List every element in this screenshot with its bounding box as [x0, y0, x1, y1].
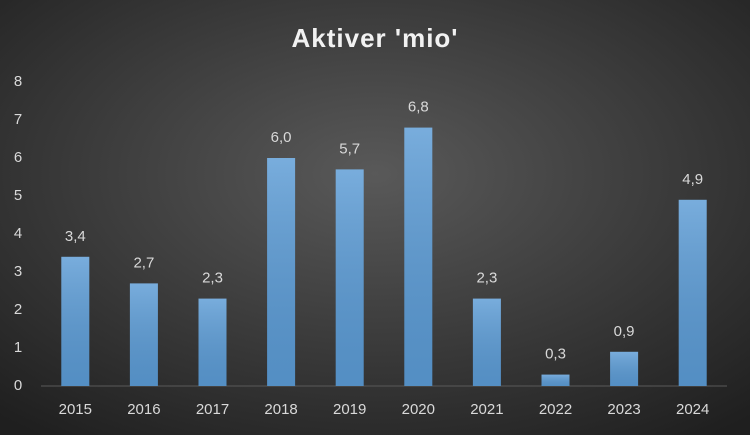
bar-shine [541, 374, 570, 386]
x-tick-label: 2022 [539, 401, 572, 418]
x-tick-label: 2016 [127, 401, 160, 418]
bar-shine [472, 298, 501, 386]
data-label: 5,7 [339, 140, 360, 157]
data-label: 6,8 [408, 99, 429, 116]
bar-shine [267, 158, 296, 386]
y-tick-label: 0 [14, 377, 22, 394]
y-tick-label: 7 [14, 111, 22, 128]
bar-shine [61, 256, 90, 386]
data-label: 2,3 [202, 270, 223, 287]
x-tick-label: 2021 [470, 401, 503, 418]
data-label: 2,3 [476, 270, 497, 287]
data-label: 4,9 [682, 171, 703, 188]
data-label: 2,7 [133, 254, 154, 271]
y-tick-label: 8 [14, 73, 22, 90]
x-tick-label: 2024 [676, 401, 709, 418]
y-tick-label: 6 [14, 149, 22, 166]
x-tick-label: 2023 [607, 401, 640, 418]
bar-shine [335, 169, 364, 386]
chart-title: Aktiver 'mio' [292, 23, 459, 53]
y-tick-label: 1 [14, 339, 22, 356]
x-tick-label: 2019 [333, 401, 366, 418]
x-tick-label: 2017 [196, 401, 229, 418]
bar-shine [404, 127, 433, 386]
y-tick-label: 3 [14, 263, 22, 280]
x-tick-label: 2015 [59, 401, 92, 418]
data-label: 6,0 [271, 129, 292, 146]
y-tick-label: 2 [14, 301, 22, 318]
bar-shine [610, 351, 639, 386]
bar-shine [129, 283, 158, 386]
x-tick-label: 2018 [264, 401, 297, 418]
y-tick-label: 4 [14, 225, 22, 242]
bar-shine [678, 199, 707, 386]
data-label: 3,4 [65, 228, 86, 245]
x-tick-label: 2020 [402, 401, 435, 418]
data-label: 0,9 [614, 323, 635, 340]
bar-shine [198, 298, 227, 386]
data-label: 0,3 [545, 346, 566, 363]
y-tick-label: 5 [14, 187, 22, 204]
